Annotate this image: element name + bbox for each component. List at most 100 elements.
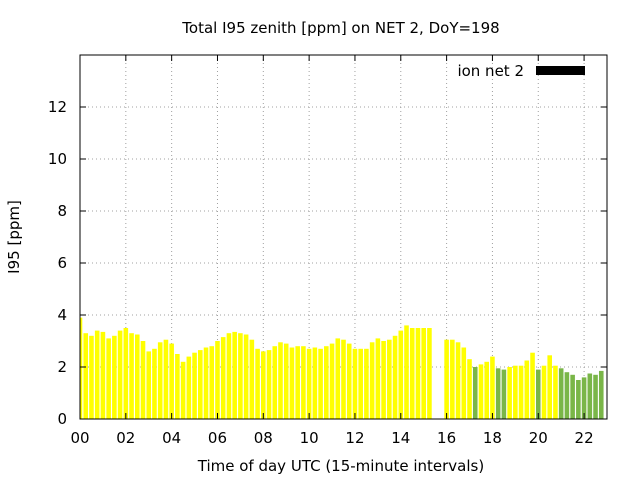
bar — [472, 367, 478, 419]
x-tick-label: 00 — [70, 429, 89, 447]
x-tick-label: 06 — [208, 429, 227, 447]
bar — [261, 351, 266, 419]
x-tick-label: 04 — [162, 429, 181, 447]
bar — [535, 369, 541, 419]
bar — [272, 346, 278, 419]
bar — [146, 351, 152, 419]
bar — [484, 361, 489, 419]
bar — [387, 339, 392, 419]
x-tick-label: 20 — [529, 429, 548, 447]
bar — [94, 330, 100, 419]
bar — [106, 338, 111, 419]
bar — [392, 335, 398, 419]
bar — [209, 346, 215, 419]
bar — [169, 343, 174, 419]
bar — [495, 368, 501, 419]
bar — [581, 377, 587, 419]
bar — [112, 335, 117, 419]
bar — [278, 342, 283, 419]
x-tick-label: 10 — [300, 429, 319, 447]
bar — [530, 352, 535, 419]
bar — [220, 337, 226, 419]
bar — [89, 335, 94, 419]
x-tick-label: 22 — [575, 429, 594, 447]
bar — [478, 364, 484, 419]
bar — [455, 342, 461, 419]
bar — [409, 328, 415, 419]
bar — [364, 348, 369, 419]
bar — [461, 347, 467, 419]
bar — [421, 328, 426, 419]
bar — [163, 339, 169, 419]
y-tick-label: 2 — [57, 358, 67, 376]
bar — [249, 339, 255, 419]
bar — [513, 365, 518, 419]
bar — [140, 341, 146, 419]
bar — [203, 347, 209, 419]
bar — [83, 333, 89, 419]
bar — [381, 341, 386, 419]
bar — [346, 343, 352, 419]
bar — [192, 352, 197, 419]
bar — [450, 339, 455, 419]
legend: ion net 2 — [457, 62, 585, 80]
bar — [301, 346, 306, 419]
bar — [175, 354, 180, 419]
bar — [157, 342, 163, 419]
legend-label: ion net 2 — [457, 62, 524, 80]
bar — [243, 334, 249, 419]
bar — [129, 333, 134, 419]
bar — [444, 339, 449, 419]
bar — [238, 333, 243, 419]
bar — [117, 330, 123, 419]
bars — [80, 317, 604, 419]
x-tick-label: 18 — [483, 429, 502, 447]
bar — [100, 331, 106, 419]
bar — [507, 367, 512, 419]
grid — [80, 55, 607, 419]
legend-swatch — [536, 66, 585, 75]
bar — [312, 347, 318, 419]
y-tick-label: 10 — [48, 150, 67, 168]
bar — [427, 328, 432, 419]
bar — [358, 348, 363, 419]
bar — [541, 365, 547, 419]
bar — [564, 372, 570, 419]
bar — [587, 373, 593, 419]
y-tick-labels: 0 2 4 6 8 10 12 — [48, 98, 67, 428]
bar — [255, 348, 260, 419]
bar — [553, 365, 558, 419]
bar — [467, 359, 472, 419]
bar — [570, 374, 575, 419]
bar — [215, 341, 220, 419]
bar — [593, 374, 598, 419]
bar — [180, 361, 186, 419]
bar — [329, 343, 335, 419]
x-tick-label: 12 — [345, 429, 364, 447]
x-tick-label: 16 — [437, 429, 456, 447]
bar — [134, 334, 140, 419]
plot-frame — [79, 54, 608, 420]
bar — [576, 380, 581, 419]
bar — [524, 360, 530, 419]
bar — [490, 356, 495, 419]
bar — [518, 365, 524, 419]
bar — [404, 325, 409, 419]
bar — [341, 339, 346, 419]
chart-title: Total I95 zenith [ppm] on NET 2, DoY=198 — [181, 19, 499, 37]
bar — [306, 348, 312, 419]
y-tick-label: 12 — [48, 98, 67, 116]
bar — [375, 338, 381, 419]
y-tick-label: 0 — [57, 410, 67, 428]
bar — [289, 347, 295, 419]
x-tick-label: 08 — [254, 429, 273, 447]
y-tick-label: 4 — [57, 306, 67, 324]
bar — [558, 368, 564, 419]
x-tick-labels: 00 02 04 06 08 10 12 14 16 18 20 22 — [70, 429, 593, 447]
bar — [547, 355, 553, 419]
x-axis-label: Time of day UTC (15-minute intervals) — [197, 457, 484, 475]
y-tick-label: 6 — [57, 254, 67, 272]
bar — [226, 333, 232, 419]
bar — [398, 330, 404, 419]
